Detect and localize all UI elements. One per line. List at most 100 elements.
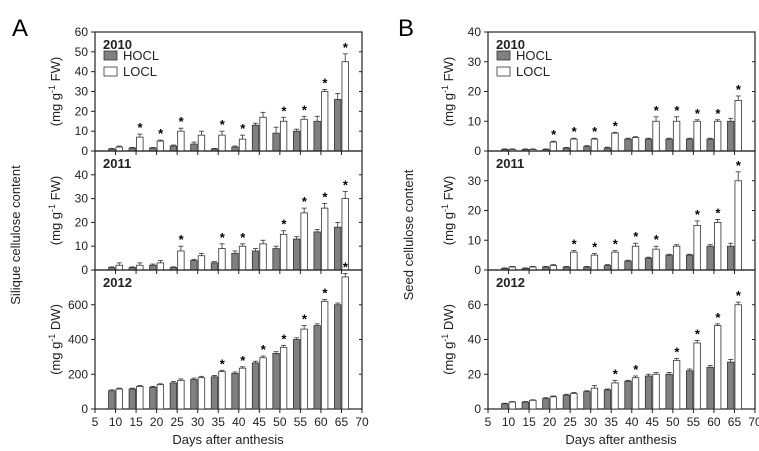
panel-b-2010-legend-label-locl: LOCL <box>516 64 550 79</box>
panel-b-2012-xtick-label: 30 <box>584 415 598 429</box>
panel-b-2012-ytick-label: 20 <box>468 367 482 381</box>
panel-a-2012-bar-hocl <box>334 304 342 410</box>
panel-b-2012-bar-hocl <box>603 389 612 410</box>
panel-b-2012-significance-star: * <box>695 326 701 341</box>
panel-a-2010-bar-hocl <box>292 130 301 152</box>
panel-a-2011-bar-locl <box>259 243 267 271</box>
panel-b-2010-bar-locl <box>734 100 742 152</box>
panel-b-2011-bar-hocl <box>727 245 735 271</box>
panel-a-2011-significance-star: * <box>179 232 185 247</box>
panel-b-2010-ytick-label: 10 <box>468 114 482 128</box>
panel-b-2012-ytick-label: 40 <box>468 333 482 347</box>
panel-b-2010-legend-label-hocl: HOCL <box>516 48 552 63</box>
panel-b-2012-xtick-label: 45 <box>646 415 660 429</box>
panel-a-2011-bar-locl <box>197 255 206 271</box>
panel-b-2012-bar-locl <box>549 396 558 410</box>
panel-letter-b: B <box>398 15 414 42</box>
panel-a-2012-significance-star: * <box>261 342 267 357</box>
panel-a-2012-xtick-label: 30 <box>191 415 205 429</box>
panel-a-2011-bar-locl <box>279 233 288 271</box>
panel-b-2011-ytick-label: 10 <box>468 233 482 247</box>
panel-a-2010-ytick-label: 0 <box>81 144 88 158</box>
panel-b-2010-bar-hocl <box>727 120 735 152</box>
panel-a-2012-xtick-label: 70 <box>355 415 369 429</box>
panel-a-2011-bar-locl <box>321 207 329 271</box>
panel-b-2010-significance-star: * <box>572 124 578 139</box>
panel-a-2010-bar-locl <box>136 136 144 152</box>
panel-b-2012-bar-hocl <box>501 403 509 410</box>
panel-a-2011-bar-locl <box>177 250 185 271</box>
panel-b-2012-bar-hocl <box>542 398 550 410</box>
panel-a-2010-bar-hocl <box>190 143 198 152</box>
panel-a-2012-ytick-label: 400 <box>68 333 88 347</box>
panel-b-2012-unit-label: (mg g-1 DW) <box>440 304 456 375</box>
panel-a-2010-bar-hocl <box>334 99 342 152</box>
panel-b-2011-significance-star: * <box>592 240 598 255</box>
panel-a-2010-significance-star: * <box>158 126 164 141</box>
panel-a-2010-bar-locl <box>341 61 349 152</box>
panel-b-2012-bar-locl <box>570 392 578 410</box>
panel-a-2010-legend-label-hocl: HOCL <box>123 48 159 63</box>
panel-a-2010-bar-locl <box>279 120 288 152</box>
panel-a-2010-bar-locl <box>321 91 329 152</box>
panel-b-2012-bar-hocl <box>562 394 571 410</box>
panel-a-2011-bar-locl <box>300 212 308 271</box>
panel-b-2011-ytick-label: 20 <box>468 204 482 218</box>
xlabel-b: Days after anthesis <box>565 432 677 447</box>
panel-b-2012-bar-hocl <box>583 391 591 410</box>
panel-b-2010-ytick-label: 30 <box>468 55 482 69</box>
panel-a-2012-xtick-label: 40 <box>232 415 246 429</box>
panel-a-2011-bar-hocl <box>334 226 342 271</box>
panel-b-2011-bar-locl <box>714 221 722 271</box>
panel-a-2012-bar-hocl <box>292 339 301 410</box>
panel-a-2011-bar-locl <box>136 264 144 271</box>
panel-b-2012-bar-locl <box>714 325 722 410</box>
panel-a-2012-xtick-label: 5 <box>92 415 99 429</box>
panel-a-2011-bar-hocl <box>313 231 321 271</box>
panel-a-2010-bar-locl <box>259 116 267 152</box>
panel-a-2012-year-label: 2012 <box>103 275 132 290</box>
panel-b-2011-unit-label: (mg g-1 FW) <box>440 176 456 245</box>
panel-b-2012-xtick-label: 5 <box>485 415 492 429</box>
panel-a-2012-significance-star: * <box>240 353 246 368</box>
panel-a-2012-significance-star: * <box>281 332 287 347</box>
panel-b-2011-significance-star: * <box>695 207 701 222</box>
panel-b-2012-xtick-label: 65 <box>728 415 742 429</box>
panel-a-2012-bar-hocl <box>231 372 239 410</box>
panel-a-2012-bar-hocl <box>210 376 219 410</box>
panel-a-2012-bar-hocl <box>108 390 116 410</box>
panel-a-2012-significance-star: * <box>302 312 308 327</box>
panel-b-2012-ytick-label: 60 <box>468 298 482 312</box>
panel-a-2010-legend-swatch-hocl <box>103 50 118 61</box>
panel-b-2011-bar-locl <box>631 245 640 271</box>
panel-a-2011-ytick-label: 20 <box>75 215 89 229</box>
panel-b-2010-bar-hocl <box>644 138 653 152</box>
panel-a-2012-bar-hocl <box>251 362 260 410</box>
panel-b-2011-significance-star: * <box>654 232 660 247</box>
panel-b-2011-ytick-label: 30 <box>468 174 482 188</box>
panel-a-2012-xtick-label: 10 <box>109 415 123 429</box>
panel-a-2010-legend-swatch-locl <box>103 66 118 77</box>
panel-a-2010-significance-star: * <box>281 103 287 118</box>
panel-a-2011-significance-star: * <box>302 194 308 209</box>
panel-b-2012-year-label: 2012 <box>496 275 525 290</box>
panel-a-2012-bar-hocl <box>190 379 198 410</box>
panel-b-2012-bar-hocl <box>521 401 529 410</box>
panel-b-2010-bar-hocl <box>624 138 632 152</box>
panel-a-2012-bar-hocl <box>272 352 280 410</box>
panel-a-2011-bar-locl <box>156 262 165 271</box>
panel-a-2010-significance-star: * <box>220 117 226 132</box>
panel-b-2012-bar-hocl <box>706 366 714 410</box>
panel-a-2012-xtick-label: 25 <box>170 415 184 429</box>
panel-b-2010-significance-star: * <box>715 106 721 121</box>
panel-b-2011-significance-star: * <box>736 158 742 173</box>
panel-a-2010-bar-locl <box>156 140 165 152</box>
panel-a-2012-bar-hocl <box>313 325 321 410</box>
panel-a-2012-xtick-label: 35 <box>212 415 226 429</box>
panel-letter-a: A <box>12 15 28 42</box>
panel-a-2011-significance-star: * <box>240 230 246 245</box>
panel-a-2010-unit-label: (mg g-1 FW) <box>47 57 63 126</box>
panel-b-2011-bar-hocl <box>706 245 714 271</box>
panel-b-2010-bar-locl <box>549 141 558 152</box>
panel-a-2011-bar-hocl <box>251 250 260 271</box>
